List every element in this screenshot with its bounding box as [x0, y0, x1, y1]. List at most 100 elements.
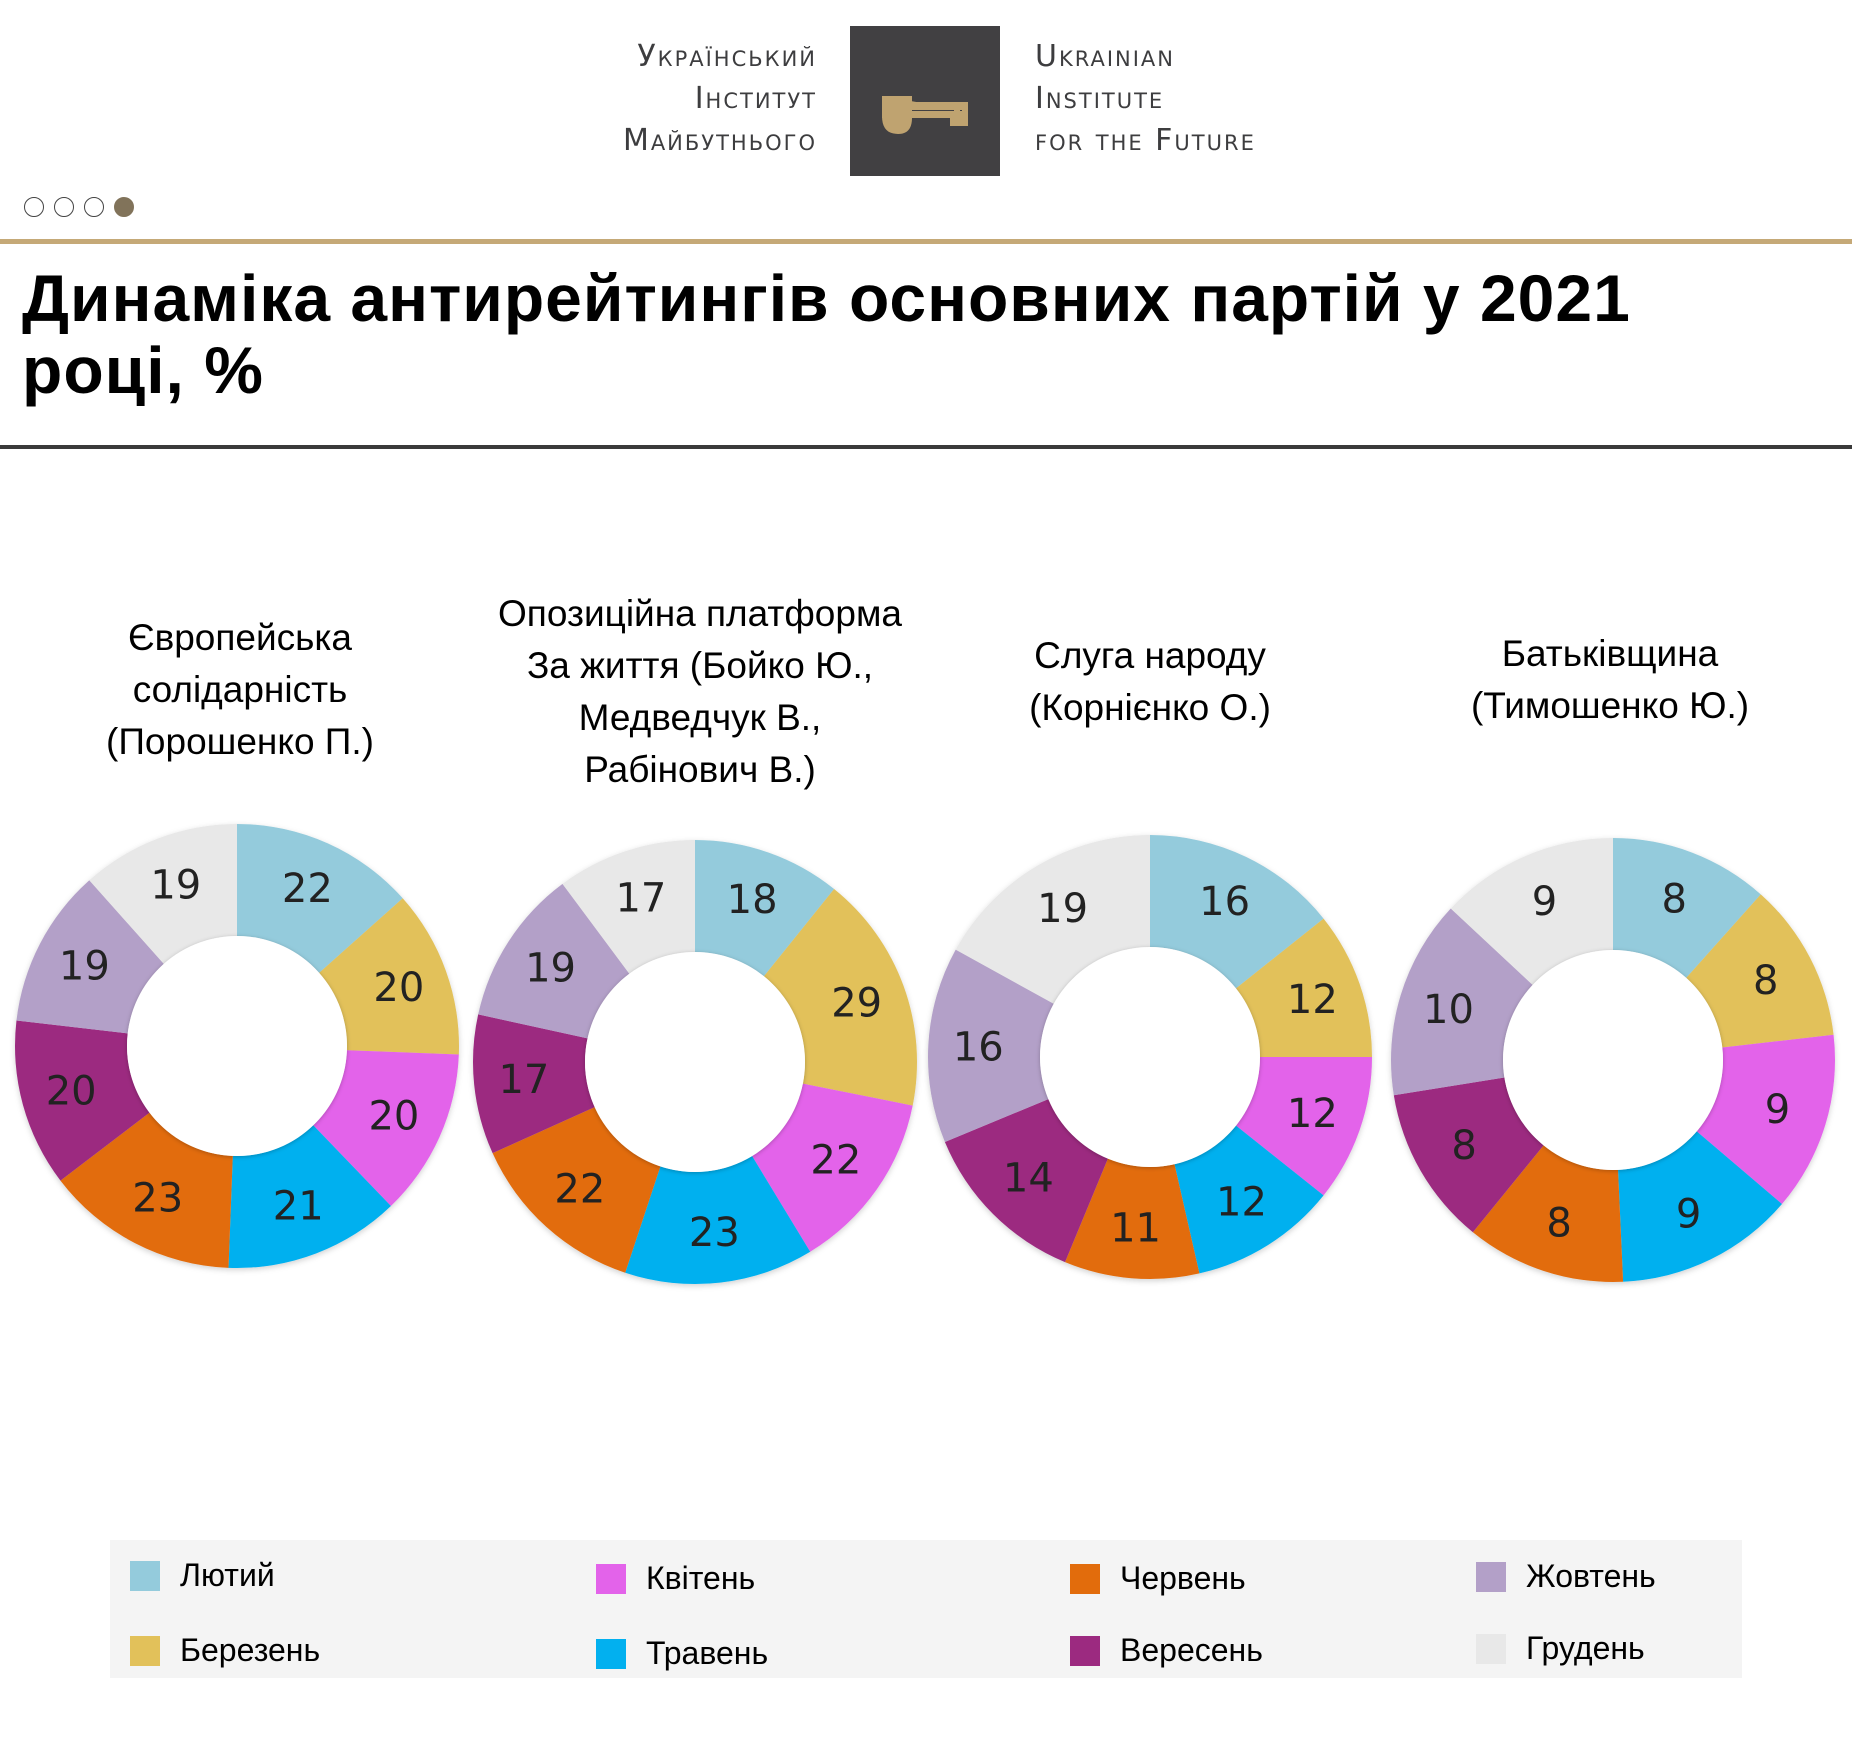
legend: Лютий Березень Квітень Травень Червень В…	[110, 1540, 1742, 1678]
donut-slice-Квітень	[1236, 1057, 1372, 1196]
data-label: 29	[831, 980, 882, 1026]
legend-item: Червень	[1070, 1560, 1246, 1597]
donut-slice-Травень	[228, 1125, 391, 1268]
logo-text-ukrainian: Український Інститут Майбутнього	[623, 36, 817, 162]
donut-slice-Квітень	[752, 1083, 913, 1252]
legend-swatch	[130, 1635, 160, 1666]
donut-slice-Грудень	[562, 840, 695, 974]
data-label: 16	[953, 1024, 1004, 1070]
data-label: 20	[373, 965, 424, 1011]
data-label: 19	[150, 862, 201, 908]
legend-swatch	[1070, 1635, 1100, 1666]
legend-swatch	[1070, 1563, 1100, 1594]
donut-slice-Жовтень	[1391, 908, 1533, 1096]
data-label: 22	[810, 1138, 861, 1184]
data-label: 11	[1110, 1205, 1161, 1251]
legend-swatch	[1476, 1561, 1506, 1592]
chart-title-line: (Порошенко П.)	[106, 721, 374, 762]
data-label: 8	[1546, 1200, 1571, 1246]
legend-item: Грудень	[1476, 1630, 1645, 1667]
donut-chart-4	[1391, 838, 1835, 1282]
legend-label: Квітень	[646, 1560, 756, 1596]
data-label: 9	[1765, 1087, 1790, 1133]
donut-slice-Вересень	[944, 1099, 1108, 1263]
chart-title-line: Європейська	[127, 617, 353, 658]
legend-item: Лютий	[130, 1557, 275, 1594]
chart-title-line: Опозиційна платформа	[498, 593, 902, 634]
logo-mark	[850, 26, 1000, 176]
donut-slice-Жовтень	[478, 883, 630, 1039]
donut-slice-Грудень	[1450, 838, 1613, 985]
donut-slice-Грудень	[955, 835, 1150, 1004]
data-label: 8	[1753, 958, 1778, 1004]
donut-slice-Травень	[625, 1156, 811, 1285]
legend-label: Травень	[646, 1635, 769, 1671]
page-dot-1[interactable]	[24, 197, 44, 217]
legend-label: Грудень	[1526, 1630, 1645, 1666]
donut-slice-Червень	[492, 1107, 661, 1273]
donut-slice-Червень	[60, 1112, 233, 1268]
donut-slice-Жовтень	[928, 949, 1054, 1142]
data-label: 17	[615, 876, 666, 922]
chart-title-4: Батьківщина (Тимошенко Ю.)	[1390, 628, 1830, 732]
legend-item: Вересень	[1070, 1632, 1263, 1669]
header-divider	[0, 239, 1852, 244]
logo-line: Майбутнього	[622, 123, 817, 158]
data-label: 20	[46, 1069, 97, 1115]
data-label: 12	[1287, 977, 1338, 1023]
donut-slice-Червень	[1065, 1158, 1200, 1279]
logo-line: for the Future	[1035, 123, 1256, 158]
donut-hole	[127, 936, 347, 1156]
donut-hole	[1503, 950, 1723, 1170]
legend-label: Жовтень	[1526, 1558, 1656, 1594]
donut-slice-Вересень	[473, 1014, 595, 1154]
donut-chart-2	[473, 840, 917, 1285]
data-label: 20	[368, 1093, 419, 1139]
data-label: 23	[689, 1210, 740, 1256]
logo-text-english: Ukrainian Institute for the Future	[1035, 36, 1256, 162]
data-label: 17	[498, 1057, 549, 1103]
chart-title-line: За життя (Бойко Ю.,	[526, 645, 874, 686]
donut-slice-Березень	[763, 888, 917, 1106]
chart-title-line: Рабінович В.)	[584, 749, 816, 790]
donut-slice-Травень	[1618, 1131, 1782, 1282]
chart-title-3: Слуга народу (Корнієнко О.)	[930, 630, 1370, 734]
chart-title-line: Медведчук В.,	[578, 697, 822, 738]
data-label: 9	[1532, 879, 1557, 925]
data-label: 10	[1423, 987, 1474, 1033]
data-label: 8	[1662, 876, 1687, 922]
chart-title-line: солідарність	[132, 669, 348, 710]
donut-slice-Лютий	[695, 840, 835, 977]
legend-item: Травень	[596, 1635, 768, 1672]
legend-swatch	[1476, 1633, 1506, 1664]
donut-hole	[585, 952, 805, 1172]
chart-title-line: (Тимошенко Ю.)	[1470, 685, 1750, 726]
donut-slice-Лютий	[1150, 835, 1324, 989]
data-label: 22	[554, 1167, 605, 1213]
donut-slice-Червень	[1472, 1145, 1624, 1282]
donut-slice-Травень	[1174, 1125, 1324, 1274]
legend-label: Лютий	[180, 1557, 275, 1593]
data-label: 12	[1287, 1091, 1338, 1137]
data-label: 8	[1451, 1123, 1476, 1169]
pagination-dots	[24, 197, 134, 217]
page-dot-2[interactable]	[54, 197, 74, 217]
data-label: 18	[727, 877, 778, 923]
donut-slice-Березень	[1236, 918, 1372, 1057]
key-icon	[882, 96, 968, 134]
donut-chart-1	[14, 824, 459, 1268]
legend-item: Жовтень	[1476, 1558, 1656, 1595]
donut-slice-Квітень	[1696, 1034, 1835, 1204]
data-label: 19	[59, 944, 110, 990]
data-label: 12	[1216, 1180, 1267, 1226]
logo-line: Institute	[1035, 81, 1165, 116]
donut-slice-Квітень	[313, 1050, 459, 1206]
donut-slice-Лютий	[237, 824, 403, 973]
donut-slice-Березень	[1686, 894, 1834, 1048]
page-dot-4-active[interactable]	[114, 197, 134, 217]
donut-slice-Березень	[319, 898, 459, 1055]
chart-title-line: Слуга народу	[1034, 635, 1266, 676]
legend-swatch	[596, 1563, 626, 1594]
page-dot-3[interactable]	[84, 197, 104, 217]
donut-slice-Жовтень	[16, 880, 164, 1034]
